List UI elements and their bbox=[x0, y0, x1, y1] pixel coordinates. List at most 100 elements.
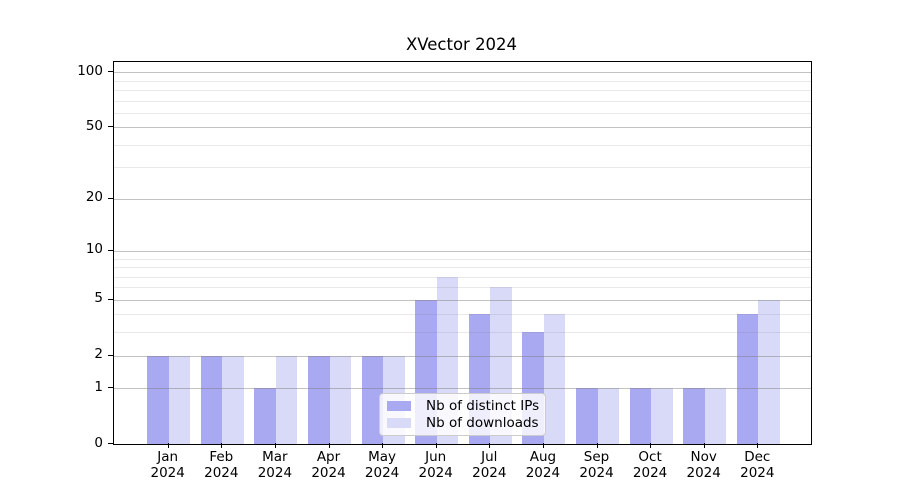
plot-area bbox=[113, 61, 812, 445]
gridline-major bbox=[114, 388, 811, 390]
bar-downloads bbox=[329, 355, 351, 444]
x-tick-mark bbox=[167, 443, 169, 448]
bar-downloads bbox=[222, 355, 244, 444]
x-tick-year: 2024 bbox=[311, 465, 346, 481]
gridline-minor bbox=[114, 287, 811, 289]
bar-downloads bbox=[597, 388, 619, 444]
gridline-major bbox=[114, 299, 811, 301]
x-tick-label: Aug 2024 bbox=[501, 449, 585, 481]
y-tick-label: 10 bbox=[85, 241, 103, 258]
x-tick-month: May bbox=[368, 449, 397, 465]
x-tick-mark bbox=[703, 443, 705, 448]
x-tick-mark bbox=[489, 443, 491, 448]
bar-distinct-ips bbox=[147, 355, 169, 444]
gridline-minor bbox=[114, 90, 811, 91]
y-tick-mark bbox=[108, 387, 113, 389]
x-tick-mark bbox=[650, 443, 652, 448]
x-tick-month: Nov bbox=[690, 449, 717, 465]
x-tick-label: Jan 2024 bbox=[126, 449, 210, 481]
y-tick-mark bbox=[108, 71, 113, 73]
x-tick-month: Mar bbox=[262, 449, 288, 465]
x-tick-month: Apr bbox=[316, 449, 341, 465]
x-tick-year: 2024 bbox=[150, 465, 185, 481]
y-tick-label: 5 bbox=[94, 290, 103, 307]
gridline-minor bbox=[114, 258, 811, 260]
legend-label: Nb of distinct IPs bbox=[426, 397, 540, 414]
gridline-minor bbox=[114, 332, 811, 334]
gridline-major bbox=[114, 250, 811, 252]
x-tick-label: Jun 2024 bbox=[394, 449, 478, 481]
x-tick-label: Nov 2024 bbox=[662, 449, 746, 481]
x-tick-label: Feb 2024 bbox=[179, 449, 263, 481]
x-tick-mark bbox=[757, 443, 759, 448]
x-tick-year: 2024 bbox=[740, 465, 775, 481]
bar-distinct-ips bbox=[308, 355, 330, 444]
y-tick-label: 0 bbox=[94, 434, 103, 451]
legend: Nb of distinct IPs Nb of downloads bbox=[379, 393, 546, 436]
gridline-minor bbox=[114, 112, 811, 114]
x-tick-month: Sep bbox=[583, 449, 610, 465]
x-tick-label: Dec 2024 bbox=[715, 449, 799, 481]
bar-downloads bbox=[704, 388, 727, 444]
x-tick-year: 2024 bbox=[257, 465, 293, 481]
x-tick-month: Dec bbox=[744, 449, 771, 465]
legend-entry: Nb of distinct IPs bbox=[387, 397, 540, 415]
x-tick-month: Oct bbox=[638, 449, 662, 465]
gridline-minor bbox=[114, 100, 811, 102]
y-tick-label: 50 bbox=[85, 117, 103, 134]
legend-swatch bbox=[387, 400, 411, 411]
x-tick-mark bbox=[382, 443, 384, 448]
y-tick-mark bbox=[108, 249, 113, 251]
legend-swatch bbox=[387, 418, 411, 429]
x-tick-year: 2024 bbox=[418, 465, 453, 481]
bar-distinct-ips bbox=[629, 388, 652, 444]
x-tick-month: Aug bbox=[529, 449, 557, 465]
y-tick-label: 20 bbox=[85, 189, 103, 206]
x-tick-year: 2024 bbox=[632, 465, 668, 481]
x-tick-year: 2024 bbox=[686, 465, 721, 481]
chart-title: XVector 2024 bbox=[405, 35, 518, 54]
bar-distinct-ips bbox=[254, 388, 276, 444]
bar-downloads bbox=[758, 299, 780, 444]
bar-distinct-ips bbox=[683, 388, 705, 444]
y-tick-label: 1 bbox=[94, 378, 103, 395]
gridline-minor bbox=[114, 314, 811, 316]
x-tick-month: Jun bbox=[425, 449, 447, 465]
gridline-minor bbox=[114, 267, 811, 268]
x-tick-mark bbox=[435, 443, 437, 448]
x-tick-label: Jul 2024 bbox=[447, 449, 531, 481]
legend-entry: Nb of downloads bbox=[387, 415, 539, 433]
gridline-minor bbox=[114, 80, 811, 82]
bar-downloads bbox=[543, 314, 566, 444]
bar-distinct-ips bbox=[200, 355, 223, 444]
bar-downloads bbox=[168, 355, 191, 444]
x-tick-mark bbox=[274, 443, 277, 448]
x-tick-mark bbox=[328, 443, 330, 448]
x-tick-year: 2024 bbox=[364, 465, 400, 481]
legend-label: Nb of downloads bbox=[426, 415, 539, 432]
bar-distinct-ips bbox=[576, 388, 598, 444]
x-tick-year: 2024 bbox=[525, 465, 561, 481]
x-tick-month: Jan bbox=[157, 449, 179, 465]
bar-distinct-ips bbox=[361, 355, 384, 444]
bar-downloads bbox=[651, 388, 673, 444]
bar-distinct-ips bbox=[736, 314, 759, 444]
x-tick-year: 2024 bbox=[204, 465, 239, 481]
x-tick-month: Jul bbox=[481, 449, 498, 465]
gridline-major bbox=[114, 72, 811, 74]
y-tick-mark bbox=[108, 126, 113, 128]
x-tick-mark bbox=[542, 443, 545, 448]
gridline-minor bbox=[114, 167, 811, 169]
x-tick-year: 2024 bbox=[472, 465, 507, 481]
x-tick-label: Sep 2024 bbox=[555, 449, 639, 481]
y-tick-mark bbox=[108, 354, 113, 356]
x-tick-label: Oct 2024 bbox=[608, 449, 692, 481]
y-tick-mark bbox=[108, 443, 113, 445]
bar-downloads bbox=[275, 355, 298, 444]
x-tick-label: May 2024 bbox=[340, 449, 424, 481]
y-tick-mark bbox=[108, 197, 113, 199]
x-tick-mark bbox=[596, 443, 598, 448]
y-tick-label: 100 bbox=[77, 62, 103, 79]
x-tick-month: Feb bbox=[209, 449, 234, 465]
